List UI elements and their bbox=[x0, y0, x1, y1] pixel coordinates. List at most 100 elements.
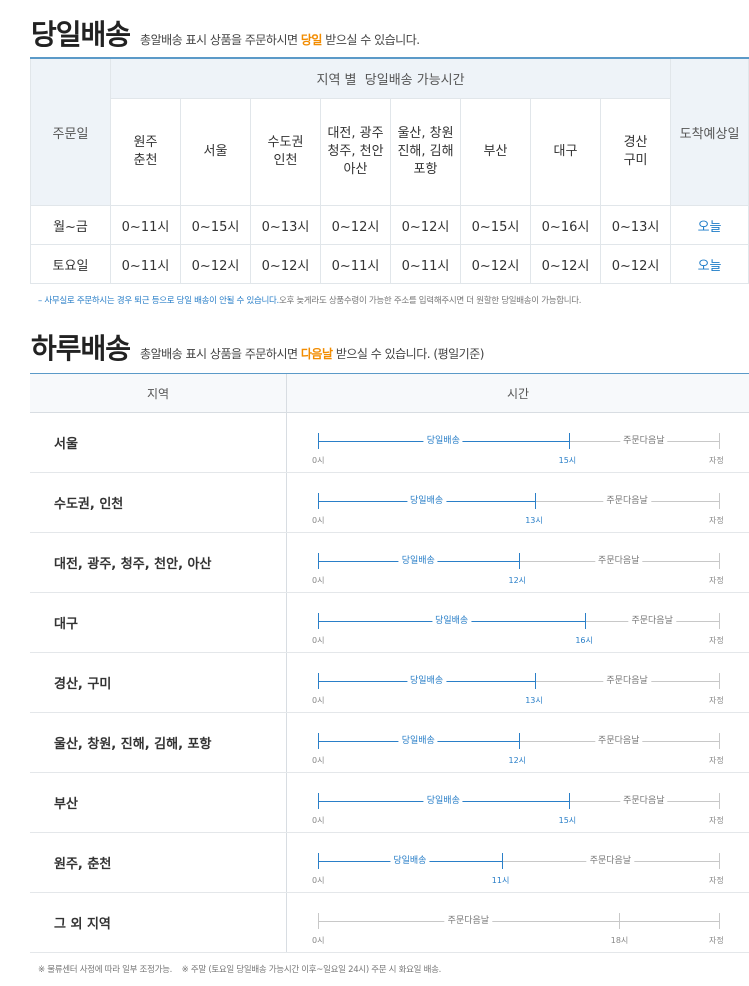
region-name-line: 원주 bbox=[133, 135, 158, 150]
same-day-label: 당일배송 bbox=[390, 853, 430, 869]
cutoff-time-label: 15시 bbox=[558, 456, 577, 465]
region-header-cell: 울산, 창원 진해, 김해 포항 bbox=[390, 98, 461, 206]
delivery-timeline: 당일배송 주문다음날 16시 0시 자정 bbox=[287, 593, 749, 652]
region-name-line: 경산 bbox=[623, 135, 648, 150]
end-tick bbox=[719, 673, 720, 689]
region-name: 수도권, 인천 bbox=[30, 473, 287, 532]
arrival-header: 도착예상일 bbox=[670, 57, 749, 206]
region-name-line: 진해, 김해 bbox=[397, 144, 454, 159]
cutoff-time-label: 12시 bbox=[508, 576, 527, 585]
end-time-label: 자정 bbox=[709, 516, 724, 525]
desc-text: 총알배송 표시 상품을 주문하시면 bbox=[140, 33, 301, 47]
delivery-timeline: 주문다음날 18시 0시 자정 bbox=[287, 893, 749, 952]
same-day-label: 당일배송 bbox=[407, 493, 447, 509]
region-name: 그 외 지역 bbox=[30, 893, 287, 952]
desc-highlight: 다음날 bbox=[300, 347, 333, 361]
region-name-line: 구미 bbox=[623, 153, 648, 168]
end-time-label: 자정 bbox=[709, 696, 724, 705]
timeline-row: 경산, 구미 당일배송 주문다음날 13시 0시 자정 bbox=[30, 653, 749, 713]
region-name-line: 포항 bbox=[413, 162, 438, 177]
next-day-label: 주문다음날 bbox=[620, 433, 668, 449]
next-day-table: 지역 시간 서울 당일배송 주문다음날 15시 0시 자정 수도권, 인천 당일배송 주문다음날… bbox=[30, 373, 749, 953]
end-time-label: 자정 bbox=[709, 756, 724, 765]
note-weekend: ※ 주말 (토요일 당일배송 가능시간 이후~일요일 24시) 주문 시 화요일… bbox=[181, 965, 442, 975]
cutoff-time-cell: 0~12시 bbox=[599, 244, 672, 284]
region-header-cell: 수도권 인천 bbox=[250, 98, 321, 206]
order-day-header: 주문일 bbox=[30, 57, 111, 206]
start-tick bbox=[318, 673, 319, 689]
region-name: 대구 bbox=[30, 593, 287, 652]
cutoff-time-cell: 0~11시 bbox=[320, 244, 391, 284]
cutoff-time-cell: 0~12시 bbox=[460, 244, 531, 284]
next-day-label: 주문다음날 bbox=[603, 493, 651, 509]
cutoff-time-cell: 0~11시 bbox=[110, 205, 181, 245]
region-name-line: 춘천 bbox=[133, 153, 158, 168]
start-tick bbox=[318, 613, 319, 629]
end-tick bbox=[719, 433, 720, 449]
cutoff-time-label: 16시 bbox=[575, 636, 593, 645]
region-group-header: 지역 별 당일배송 가능시간 bbox=[109, 57, 672, 99]
start-tick bbox=[318, 433, 319, 449]
start-tick bbox=[318, 493, 319, 509]
region-name: 경산, 구미 bbox=[30, 653, 287, 712]
delivery-timeline: 당일배송 주문다음날 12시 0시 자정 bbox=[287, 533, 749, 592]
same-day-label: 당일배송 bbox=[432, 613, 472, 629]
desc-highlight: 당일 bbox=[300, 33, 323, 47]
timeline-row: 원주, 춘천 당일배송 주문다음날 11시 0시 자정 bbox=[30, 833, 749, 893]
delivery-timeline: 당일배송 주문다음날 13시 0시 자정 bbox=[287, 653, 749, 712]
next-day-section-title: 하루배송 총알배송 표시 상품을 주문하시면 다음날 받으실 수 있습니다. (… bbox=[31, 334, 484, 364]
next-day-label: 주문다음날 bbox=[628, 613, 676, 629]
same-day-label: 당일배송 bbox=[423, 793, 463, 809]
end-time-label: 자정 bbox=[709, 936, 724, 945]
cutoff-time-cell: 0~16시 bbox=[530, 205, 601, 245]
end-time-label: 자정 bbox=[709, 816, 724, 825]
cutoff-time-cell: 0~13시 bbox=[599, 205, 672, 245]
timeline-row: 그 외 지역 주문다음날 18시 0시 자정 bbox=[30, 893, 749, 953]
next-day-label: 주문다음날 bbox=[595, 733, 643, 749]
next-day-label: 주문다음날 bbox=[620, 793, 668, 809]
end-tick bbox=[719, 913, 720, 929]
start-tick bbox=[318, 913, 319, 929]
end-time-label: 자정 bbox=[709, 456, 724, 465]
arrival-cell: 오늘 bbox=[670, 244, 749, 284]
timeline-row: 부산 당일배송 주문다음날 15시 0시 자정 bbox=[30, 773, 749, 833]
timeline-row: 대구 당일배송 주문다음날 16시 0시 자정 bbox=[30, 593, 749, 653]
cutoff-tick bbox=[568, 793, 570, 809]
desc-text: 총알배송 표시 상품을 주문하시면 bbox=[140, 347, 301, 361]
start-tick bbox=[318, 853, 319, 869]
cutoff-tick bbox=[568, 433, 570, 449]
cutoff-tick bbox=[501, 853, 503, 869]
region-header-cell: 서울 bbox=[180, 98, 251, 206]
start-time-label: 0시 bbox=[312, 636, 325, 645]
time-column-header: 시간 bbox=[506, 386, 530, 401]
end-tick bbox=[719, 613, 720, 629]
region-name-line: 수도권 bbox=[267, 135, 304, 150]
region-header-cell: 대구 bbox=[530, 98, 601, 206]
timeline-row: 수도권, 인천 당일배송 주문다음날 13시 0시 자정 bbox=[30, 473, 749, 533]
cutoff-time-label: 12시 bbox=[508, 756, 527, 765]
end-tick bbox=[719, 493, 720, 509]
delivery-timeline: 당일배송 주문다음날 15시 0시 자정 bbox=[287, 413, 749, 472]
next-day-label: 주문다음날 bbox=[595, 553, 643, 569]
region-name-line: 아산 bbox=[343, 162, 368, 177]
same-day-label: 당일배송 bbox=[423, 433, 463, 449]
region-column-header: 지역 bbox=[30, 374, 287, 412]
cutoff-tick bbox=[585, 613, 587, 629]
order-day-cell: 월~금 bbox=[30, 205, 111, 245]
delivery-timeline: 당일배송 주문다음날 13시 0시 자정 bbox=[287, 473, 749, 532]
cutoff-time-cell: 0~15시 bbox=[460, 205, 531, 245]
next-day-label: 주문다음날 bbox=[444, 913, 493, 929]
region-header-cell: 부산 bbox=[460, 98, 531, 206]
end-tick bbox=[719, 793, 720, 809]
region-name-line: 부산 bbox=[483, 144, 508, 159]
cutoff-time-cell: 0~12시 bbox=[250, 244, 321, 284]
desc-text-end: 받으실 수 있습니다. (평일기준) bbox=[332, 347, 485, 361]
region-header-cell: 대전, 광주 청주, 천안 아산 bbox=[320, 98, 391, 206]
region-name: 서울 bbox=[30, 413, 287, 472]
cutoff-tick bbox=[535, 493, 537, 509]
region-name-line: 청주, 천안 bbox=[327, 144, 384, 159]
delivery-timeline: 당일배송 주문다음날 11시 0시 자정 bbox=[287, 833, 749, 892]
same-day-note: – 사무실로 주문하시는 경우 퇴근 등으로 당일 배송이 안될 수 있습니다.… bbox=[38, 294, 582, 306]
timeline-row: 울산, 창원, 진해, 김해, 포항 당일배송 주문다음날 12시 0시 자정 bbox=[30, 713, 749, 773]
